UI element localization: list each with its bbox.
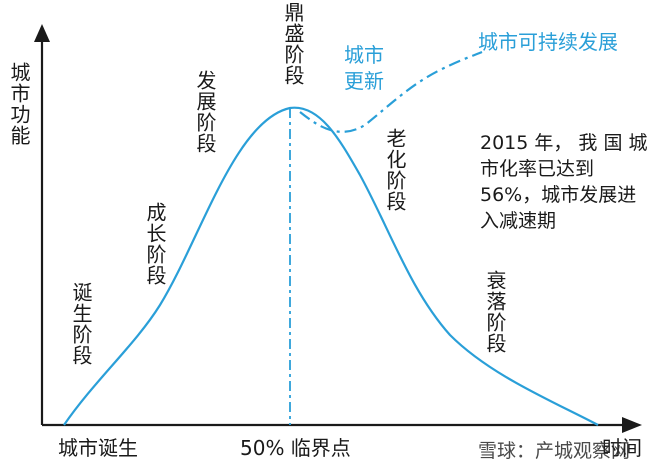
stage-growth-label: 成长阶段 <box>143 202 167 286</box>
renewal-label: 城市更新 <box>344 43 384 93</box>
y-axis-label: 城市功能 <box>7 62 31 146</box>
urbanization-note: 2015 年， 我 国 城市化率已达到 56%，城市发展进入减速期 <box>480 132 648 232</box>
lifecycle-curve <box>63 106 599 426</box>
x-tick-critical-point: 50% 临界点 <box>240 436 351 460</box>
y-axis-arrow <box>34 24 50 42</box>
x-tick-city-birth: 城市诞生 <box>58 436 138 460</box>
x-axis-arrow <box>622 417 642 433</box>
watermark: 雪球：产城观察网 <box>478 440 631 462</box>
stage-birth-label: 诞生阶段 <box>69 282 93 366</box>
stage-aging-label: 老化阶段 <box>383 128 407 212</box>
sustainable-label: 城市可持续发展 <box>478 30 618 54</box>
stage-decline-label: 衰落阶段 <box>483 270 507 354</box>
renewal-branch-curve <box>299 50 483 133</box>
x-axis-label: 时间 <box>602 436 642 460</box>
stage-peak-label: 鼎盛阶段 <box>281 2 305 86</box>
stage-development-label: 发展阶段 <box>193 70 217 154</box>
